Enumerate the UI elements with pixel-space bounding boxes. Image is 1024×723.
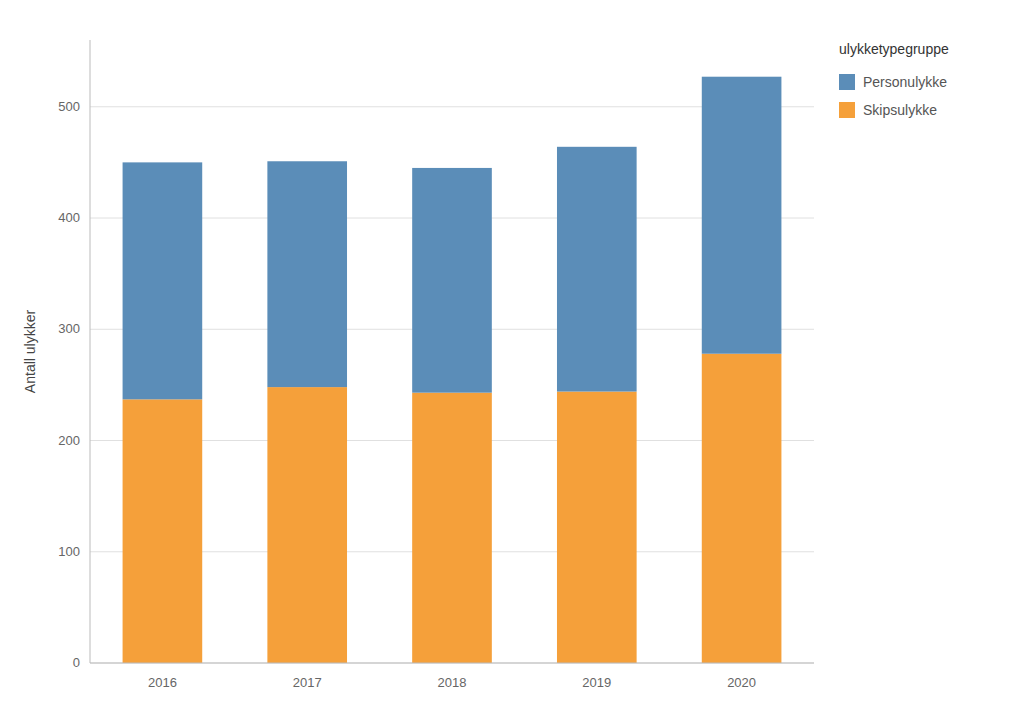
- bar-segment: [123, 162, 203, 399]
- x-tick-label: 2020: [727, 675, 756, 690]
- bar-segment: [702, 77, 782, 354]
- legend-title: ulykketypegruppe: [839, 41, 949, 57]
- bar-segment: [267, 161, 347, 387]
- y-tick-label: 0: [73, 655, 80, 670]
- y-axis-label: Antall ulykker: [22, 310, 38, 394]
- bar-segment: [557, 392, 637, 663]
- y-axis-line: [90, 40, 91, 663]
- x-axis-line: [90, 663, 814, 664]
- legend: ulykketypegruppe Personulykke Skipsulykke: [839, 41, 949, 118]
- bar-segment: [412, 393, 492, 663]
- bars: [123, 77, 782, 663]
- x-tick-label: 2019: [582, 675, 611, 690]
- y-tick-label: 400: [58, 210, 80, 225]
- legend-swatch: [839, 74, 855, 90]
- y-tick-label: 200: [58, 433, 80, 448]
- grid-line: [90, 663, 814, 664]
- chart-container: 0 100 200 300 400 500 2016 2017 2018 2019 2020 Anta…: [0, 0, 1024, 723]
- y-tick-label: 300: [58, 321, 80, 336]
- legend-label: Personulykke: [863, 74, 947, 90]
- chart: 0 100 200 300 400 500 2016 2017 2018 2019 2020 Anta…: [0, 0, 1024, 723]
- bar-segment: [267, 387, 347, 663]
- x-tick-label: 2016: [148, 675, 177, 690]
- bar-segment: [412, 168, 492, 393]
- legend-label: Skipsulykke: [863, 102, 937, 118]
- y-tick-label: 500: [58, 99, 80, 114]
- legend-swatch: [839, 102, 855, 118]
- x-tick-label: 2017: [293, 675, 322, 690]
- bar-segment: [702, 354, 782, 663]
- y-tick-label: 100: [58, 544, 80, 559]
- x-tick-label: 2018: [438, 675, 467, 690]
- bar-segment: [123, 399, 203, 663]
- bar-segment: [557, 147, 637, 392]
